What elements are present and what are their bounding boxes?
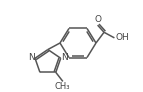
Text: CH₃: CH₃ bbox=[54, 82, 70, 91]
Text: N: N bbox=[28, 53, 35, 62]
Text: N: N bbox=[61, 53, 68, 62]
Text: OH: OH bbox=[115, 33, 129, 42]
Text: O: O bbox=[94, 15, 101, 24]
